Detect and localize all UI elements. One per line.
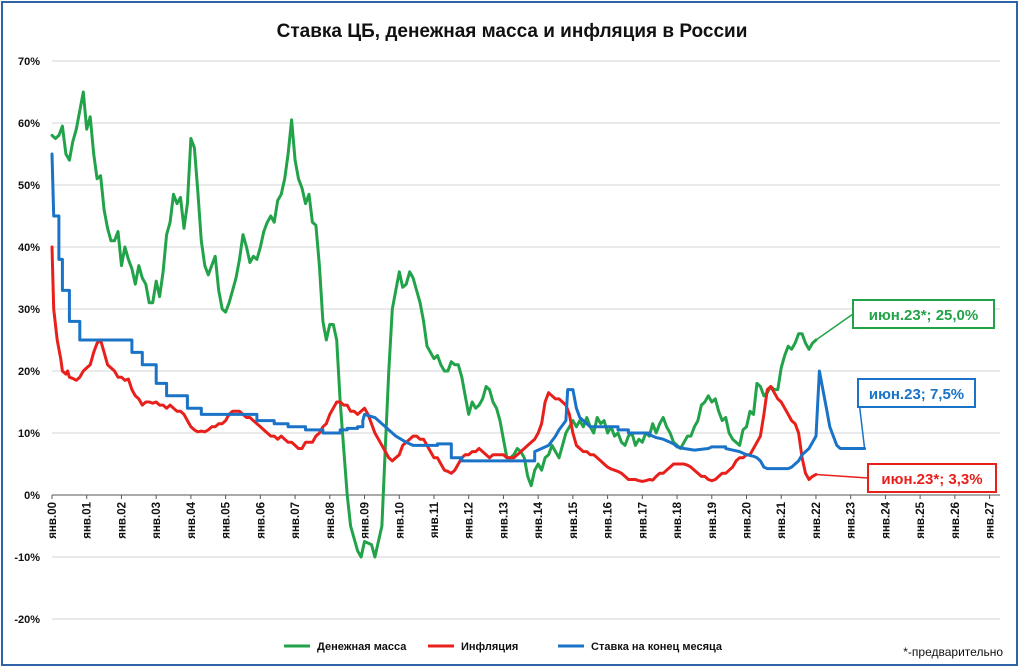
x-tick-label: янв.06 [255,502,267,539]
x-tick-label: янв.22 [811,502,823,539]
x-tick-label: янв.09 [360,502,372,539]
x-axis-ticks: янв.00 янв.01 янв.02 янв.03 янв.04 янв.05 янв.… [47,495,997,539]
x-tick-label: янв.12 [464,502,476,539]
x-tick-label: янв.07 [290,502,302,539]
x-tick-label: янв.05 [221,501,233,538]
x-tick-label: янв.16 [603,502,615,539]
x-tick-label: янв.10 [394,502,406,539]
legend: Денежная масса Инфляция Ставка на конец ме… [284,641,723,653]
x-tick-label: янв.00 [47,502,59,539]
x-tick-label: янв.08 [325,501,337,538]
callout-box [867,463,997,493]
x-tick-label: янв.26 [950,502,962,539]
y-tick-label: 0% [24,490,40,502]
x-tick-label: янв.25 [915,501,927,538]
callout-label: июн.23*; 3,3% [881,471,982,488]
y-tick-label: 20% [18,366,40,378]
legend-label: Инфляция [461,641,518,653]
x-tick-label: янв.27 [985,502,997,539]
y-tick-label: 10% [18,428,40,440]
x-tick-label: янв.11 [429,501,441,538]
x-tick-label: янв.18 [672,501,684,538]
y-tick-label: 30% [18,304,40,316]
x-tick-label: янв.15 [568,501,580,538]
series-group [50,90,867,559]
chart-title: Ставка ЦБ, денежная масса и инфляция в Р… [277,21,748,42]
x-tick-label: янв.20 [742,502,754,539]
x-tick-label: янв.21 [776,501,788,538]
y-tick-label: -10% [14,552,40,564]
callout-leader [815,313,854,341]
callout-label: июн.23; 7,5% [869,386,964,403]
y-tick-label: 60% [18,118,40,130]
legend-label: Ставка на конец месяца [591,641,723,653]
x-tick-label: янв.19 [707,502,719,539]
x-tick-label: янв.17 [637,502,649,539]
callout-box [857,378,976,408]
series-line [50,152,867,471]
footnote: *-предварительно [903,645,1003,659]
y-tick-label: 40% [18,242,40,254]
grid [52,60,1000,620]
y-tick-label: 50% [18,180,40,192]
y-axis-ticks: -20% -10% 0% 10% 20% 30% 40% 50% 60% 70% [14,56,40,626]
x-tick-label: янв.03 [151,502,163,539]
x-tick-label: янв.24 [880,501,892,538]
x-tick-label: янв.14 [533,501,545,538]
callout-box [852,299,995,329]
x-tick-label: янв.02 [116,502,128,539]
series-line [50,90,818,559]
callout-label: июн.23*; 25,0% [869,307,978,324]
y-tick-label: -20% [14,614,40,626]
legend-label: Денежная масса [317,641,407,653]
callouts: июн.23*; 25,0% июн.23; 7,5% июн.23*; 3,3% [815,299,997,493]
y-tick-label: 70% [18,56,40,68]
x-tick-label: янв.23 [846,502,858,539]
x-tick-label: янв.04 [186,501,198,538]
callout-leader [815,473,869,479]
x-tick-label: янв.13 [498,502,510,539]
x-tick-label: янв.01 [82,501,94,538]
series-line [50,245,818,483]
